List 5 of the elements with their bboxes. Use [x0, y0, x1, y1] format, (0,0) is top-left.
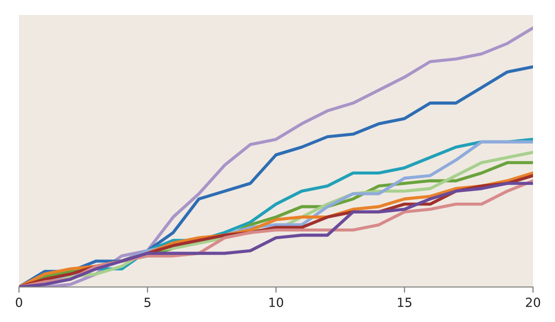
x-tick-label: 20 — [526, 298, 540, 308]
x-tick-label: 15 — [398, 298, 412, 308]
x-tick-label: 10 — [269, 298, 284, 308]
x-tick-label: 5 — [144, 298, 150, 308]
x-tick-label: 0 — [16, 298, 22, 308]
